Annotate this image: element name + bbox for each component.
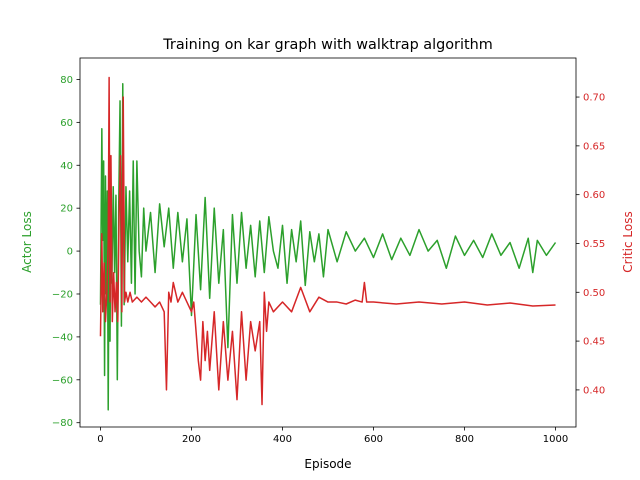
x-tick-label: 200 bbox=[182, 434, 201, 445]
left-y-tick-label: −20 bbox=[52, 289, 73, 300]
x-tick-label: 400 bbox=[273, 434, 292, 445]
left-y-tick-label: 80 bbox=[60, 75, 73, 86]
series-layer bbox=[99, 76, 557, 411]
left-y-tick-label: 20 bbox=[60, 204, 73, 215]
right-y-tick-label: 0.40 bbox=[583, 385, 605, 396]
critic-loss-line bbox=[99, 76, 556, 406]
x-tick-label: 600 bbox=[364, 434, 383, 445]
x-tick-label: 1000 bbox=[543, 434, 568, 445]
right-y-tick-label: 0.55 bbox=[583, 239, 605, 250]
axes-layer: 0 200 400 600 800 1000 −80 −60 −40 −20 0 20 40 60 80 0.… bbox=[52, 57, 605, 445]
left-y-tick-label: 40 bbox=[60, 161, 73, 172]
left-y-tick-label: 0 bbox=[67, 247, 73, 258]
right-y-tick-label: 0.65 bbox=[583, 141, 605, 152]
chart-title: Training on kar graph with walktrap algo… bbox=[162, 37, 493, 53]
left-y-tick-label: 60 bbox=[60, 118, 73, 129]
right-y-tick-label: 0.45 bbox=[583, 337, 605, 348]
right-y-tick-label: 0.70 bbox=[583, 93, 605, 104]
left-y-axis-label: Actor Loss bbox=[20, 211, 34, 273]
x-axis-label: Episode bbox=[304, 457, 351, 471]
left-y-tick-label: −60 bbox=[52, 375, 73, 386]
x-tick-label: 0 bbox=[97, 434, 103, 445]
right-y-tick-label: 0.50 bbox=[583, 288, 605, 299]
left-y-tick-label: −40 bbox=[52, 332, 73, 343]
x-tick-label: 800 bbox=[455, 434, 474, 445]
left-y-tick-label: −80 bbox=[52, 418, 73, 429]
right-y-axis-label: Critic Loss bbox=[621, 211, 635, 272]
right-y-tick-label: 0.60 bbox=[583, 190, 605, 201]
plot-frame bbox=[79, 57, 577, 428]
actor-loss-line bbox=[99, 82, 557, 411]
